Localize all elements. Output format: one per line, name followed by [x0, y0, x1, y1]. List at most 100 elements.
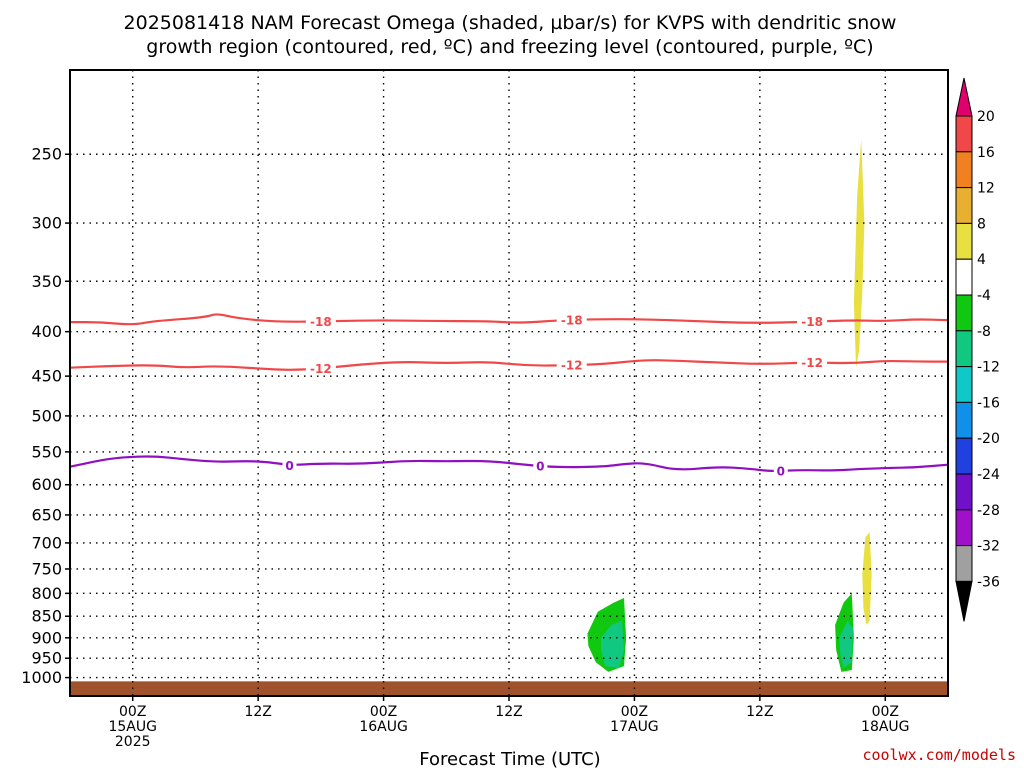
colorbar-label-10: -24: [977, 467, 1000, 483]
x-tick-label-5-0: 12Z: [746, 704, 773, 720]
colorbar-swatch-12: [955, 545, 973, 582]
colorbar-label-0: 20: [977, 109, 995, 125]
contour-label-bg-1-2: [797, 355, 828, 370]
contour-label-1-0: -12: [310, 362, 332, 376]
y-tick-label-14: 300: [31, 214, 62, 233]
x-tick-label-4-1: 17AUG: [610, 719, 659, 735]
y-tick-label-10: 500: [31, 406, 62, 425]
y-tick-label-9: 550: [31, 442, 62, 461]
contour-line-2: [69, 455, 949, 472]
colorbar-swatch-0: [955, 115, 973, 153]
chart-title-line-2: growth region (contoured, red, ºC) and f…: [146, 36, 873, 58]
y-tick-label-5: 750: [31, 559, 62, 578]
x-tick-label-0-1: 15AUG: [108, 719, 157, 735]
omega-cell-19: [874, 503, 878, 524]
colorbar-swatch-7: [955, 366, 973, 403]
y-tick-label-1: 950: [31, 649, 62, 668]
x-tick-label-0-0: 00Z: [119, 704, 146, 720]
colorbar-swatch-9: [955, 437, 973, 475]
omega-cell-13: [864, 384, 869, 431]
y-tick-label-2: 900: [31, 628, 62, 647]
chart-title-line-1: 2025081418 NAM Forecast Omega (shaded, µ…: [124, 12, 897, 34]
colorbar-label-1: 16: [977, 145, 995, 161]
x-tick-label-2-1: 16AUG: [359, 719, 408, 735]
colorbar-label-11: -28: [977, 503, 1000, 519]
omega-cell-6: [601, 620, 624, 668]
colorbar-bottom-arrow: [955, 580, 973, 622]
colorbar-label-3: 8: [977, 216, 986, 232]
site-credit: coolwx.com/models: [862, 746, 1016, 764]
y-tick-label-3: 850: [31, 607, 62, 626]
y-tick-label-4: 800: [31, 584, 62, 603]
contour-label-bg-0-0: [305, 314, 336, 329]
y-tick-label-6: 700: [31, 533, 62, 552]
colorbar-swatch-6: [955, 330, 973, 368]
contour-label-1-2: -12: [801, 356, 823, 370]
colorbar-label-8: -16: [977, 395, 1000, 411]
colorbar-swatch-8: [955, 401, 973, 439]
x-tick-label-6-0: 00Z: [872, 704, 899, 720]
colorbar-label-6: -8: [977, 324, 991, 340]
contour-label-bg-1-1: [556, 358, 587, 373]
x-axis-label: Forecast Time (UTC): [419, 749, 600, 768]
plot-area: -18 -18 -18 -12 -12 -12 0 0 0: [69, 69, 949, 697]
y-tick-label-13: 350: [31, 272, 62, 291]
colorbar-label-12: -32: [977, 539, 1000, 555]
x-tick-label-3-0: 12Z: [495, 704, 522, 720]
omega-cell-10: [657, 642, 670, 668]
grid: [70, 70, 948, 696]
colorbar-label-5: -4: [977, 288, 991, 304]
x-tick-label-0-2: 2025: [115, 734, 151, 750]
omega-cell-9: [665, 542, 677, 574]
colorbar: 20 16 12 8 4 -4 -8 -12 -16 -20 -24 -28 -32 -36: [955, 77, 1000, 622]
omega-cell-12: [853, 138, 865, 368]
contour-line-1: [69, 359, 948, 371]
colorbar-label-4: 4: [977, 252, 986, 268]
contour-label-bg-1-0: [305, 361, 336, 376]
contour-label-bg-2-1: [533, 459, 548, 474]
colorbar-top-arrow: [955, 77, 973, 117]
colorbar-label-7: -12: [977, 360, 1000, 376]
y-tick-label-15: 250: [31, 145, 62, 164]
colorbar-swatch-2: [955, 187, 973, 224]
colorbar-label-2: 12: [977, 181, 995, 197]
omega-cell-20: [911, 574, 931, 630]
contour-label-0-0: -18: [310, 315, 332, 329]
colorbar-swatch-11: [955, 509, 973, 547]
y-tick-label-12: 400: [31, 322, 62, 341]
contour-label-2-1: 0: [536, 460, 544, 474]
contour-label-0-2: -18: [801, 315, 823, 329]
colorbar-label-9: -20: [977, 431, 1000, 447]
y-tick-label-7: 650: [31, 505, 62, 524]
x-tick-label-1-0: 12Z: [244, 704, 271, 720]
omega-cell-0: [90, 633, 107, 665]
colorbar-swatch-3: [955, 222, 973, 260]
contour-label-bg-0-1: [556, 312, 587, 327]
contour-label-2-0: 0: [285, 459, 293, 473]
omega-cell-2: [354, 583, 377, 621]
temperature-contours: -18 -18 -18 -12 -12 -12 0 0 0: [69, 312, 949, 478]
contour-label-bg-2-2: [773, 463, 788, 478]
colorbar-label-13: -36: [977, 574, 1000, 590]
y-tick-label-0: 1000: [21, 668, 62, 687]
contour-label-bg-0-2: [797, 314, 828, 329]
x-tick-label-6-1: 18AUG: [861, 719, 910, 735]
omega-cell-1: [326, 625, 359, 665]
contour-line-0: [69, 313, 949, 326]
y-tick-label-8: 600: [31, 475, 62, 494]
colorbar-swatch-5: [955, 294, 973, 332]
contour-label-0-1: -18: [561, 313, 583, 327]
colorbar-swatch-10: [955, 473, 973, 511]
omega-cell-8: [644, 537, 648, 589]
omega-cell-7: [632, 578, 642, 634]
omega-cell-16: [839, 620, 853, 668]
colorbar-swatch-1: [955, 151, 973, 189]
contour-label-2-2: 0: [777, 464, 785, 478]
x-tick-label-2-0: 00Z: [370, 704, 397, 720]
x-tick-label-4-0: 00Z: [621, 704, 648, 720]
contour-label-bg-2-0: [282, 458, 297, 473]
y-tick-label-11: 450: [31, 367, 62, 386]
